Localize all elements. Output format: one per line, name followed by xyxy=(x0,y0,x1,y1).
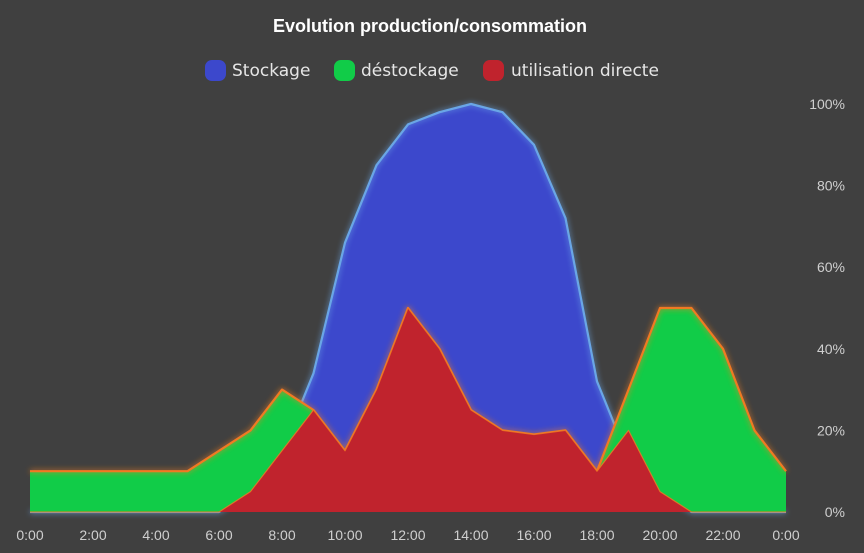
x-tick-label: 18:00 xyxy=(579,527,614,543)
line-utilisation-directe xyxy=(30,307,786,513)
x-tick-label: 6:00 xyxy=(205,527,232,543)
x-tick-label: 22:00 xyxy=(705,527,740,543)
x-tick-label: 14:00 xyxy=(453,527,488,543)
legend-label-utilisation-directe: utilisation directe xyxy=(511,61,659,81)
chart-title: Evolution production/consommation xyxy=(273,16,587,36)
plot-area xyxy=(30,102,787,514)
x-tick-label: 4:00 xyxy=(142,527,169,543)
legend-swatch-destockage xyxy=(334,60,355,81)
x-tick-label: 8:00 xyxy=(268,527,295,543)
legend: Stockage déstockage utilisation directe xyxy=(205,60,659,81)
y-tick-label: 100% xyxy=(809,96,845,112)
legend-label-destockage: déstockage xyxy=(361,61,459,81)
x-tick-label: 0:00 xyxy=(772,527,799,543)
legend-label-stockage: Stockage xyxy=(232,61,310,81)
y-tick-label: 60% xyxy=(817,259,845,275)
y-tick-label: 40% xyxy=(817,341,845,357)
x-tick-label: 0:00 xyxy=(16,527,43,543)
x-tick-label: 20:00 xyxy=(642,527,677,543)
y-tick-label: 80% xyxy=(817,178,845,194)
x-tick-label: 12:00 xyxy=(390,527,425,543)
area-utilisation-directe xyxy=(30,308,786,512)
x-tick-label: 10:00 xyxy=(327,527,362,543)
y-axis: 0% 20% 40% 60% 80% 100% xyxy=(809,96,845,520)
y-tick-label: 0% xyxy=(825,504,845,520)
x-tick-label: 16:00 xyxy=(516,527,551,543)
x-tick-label: 2:00 xyxy=(79,527,106,543)
y-tick-label: 20% xyxy=(817,422,845,438)
legend-swatch-stockage xyxy=(205,60,226,81)
x-axis: 0:00 2:00 4:00 6:00 8:00 10:00 12:00 14:00 16:00… xyxy=(16,527,799,543)
legend-swatch-utilisation-directe xyxy=(483,60,504,81)
